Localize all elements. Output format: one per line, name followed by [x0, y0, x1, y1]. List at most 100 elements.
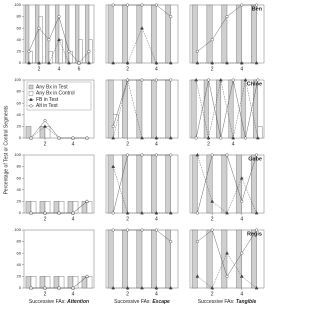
test-bar — [251, 229, 257, 289]
test-bar — [203, 79, 209, 139]
test-bar — [206, 4, 213, 64]
fb-marker — [218, 77, 223, 82]
alt-marker — [29, 136, 33, 140]
fb-marker — [206, 135, 211, 140]
test-bar — [85, 4, 90, 64]
panel: 2 4 Regis Successive FAs: Tangible — [189, 228, 265, 305]
x-tick-label: 2 — [126, 216, 129, 222]
test-bar — [191, 79, 197, 139]
alt-marker — [85, 199, 89, 203]
fb-marker — [47, 60, 51, 65]
y-tick-label: 40 — [17, 187, 22, 192]
y-tick-label: 40 — [17, 112, 22, 117]
test-bar — [236, 4, 243, 64]
fb-marker — [243, 77, 248, 82]
fb-marker — [254, 60, 259, 65]
test-bar — [25, 276, 32, 289]
x-tick-label: 2 — [126, 141, 129, 147]
y-tick-label: 0 — [19, 60, 22, 65]
fb-line — [113, 79, 171, 139]
fb-marker — [210, 285, 215, 290]
alt-marker — [169, 153, 173, 157]
y-tick-label: 60 — [17, 175, 22, 180]
control-bar — [30, 201, 37, 214]
alt-marker — [169, 15, 173, 19]
test-bar — [191, 4, 198, 64]
control-bar — [48, 51, 53, 64]
fb-marker — [195, 152, 200, 157]
panel-title: Regis — [247, 231, 262, 237]
test-bar — [221, 154, 228, 214]
alt-marker — [206, 78, 210, 82]
y-tick-label: 80 — [17, 14, 22, 19]
alt-marker — [57, 15, 61, 19]
x-tick-label: 2 — [211, 291, 214, 297]
alt-marker — [67, 49, 71, 53]
fb-marker — [231, 135, 236, 140]
alt-marker — [140, 228, 144, 232]
alt-marker — [37, 26, 41, 30]
x-tick-label: 4 — [240, 291, 243, 297]
alt-marker — [43, 286, 47, 290]
alt-marker — [219, 136, 223, 140]
control-bar — [58, 39, 63, 64]
x-axis-label-text: Successive FAs: — [198, 299, 235, 305]
alt-marker — [256, 78, 260, 82]
y-tick-label: 20 — [17, 123, 22, 128]
alt-marker — [210, 38, 214, 42]
legend-marker — [29, 104, 33, 108]
x-tick-label: 4 — [155, 66, 158, 72]
y-tick-label: 0 — [19, 210, 22, 215]
x-tick-label: 2 — [44, 216, 47, 222]
fb-marker — [168, 210, 173, 215]
x-tick-label: 2 — [38, 66, 41, 72]
alt-marker — [195, 49, 199, 53]
test-bar — [151, 79, 157, 139]
fb-marker — [195, 274, 200, 278]
test-bar — [55, 4, 60, 64]
fb-marker — [225, 251, 229, 255]
fb-marker — [154, 135, 159, 140]
alt-line — [30, 120, 87, 139]
fb-marker — [111, 164, 116, 168]
alt-marker — [210, 153, 214, 157]
alt-marker — [126, 153, 130, 157]
x-tick-label: 2 — [44, 141, 47, 147]
x-axis-label-emphasis: Tangible — [236, 299, 257, 305]
control-bar — [257, 126, 263, 139]
test-bar — [151, 229, 157, 289]
control-bar — [44, 201, 51, 214]
y-tick-label: 60 — [17, 250, 22, 255]
test-bar — [45, 4, 50, 64]
alt-marker — [243, 136, 247, 140]
test-bar — [165, 4, 171, 64]
y-tick-label: 100 — [14, 77, 21, 82]
legend-swatch — [28, 91, 34, 96]
alt-marker — [140, 3, 144, 7]
fb-marker — [140, 135, 144, 140]
test-bar — [136, 229, 143, 289]
x-tick-label: 4 — [58, 66, 61, 72]
y-tick-label: 80 — [17, 239, 22, 244]
x-tick-label: 4 — [155, 141, 158, 147]
test-bar — [107, 154, 114, 214]
alt-marker — [240, 251, 244, 255]
figure: Percentage of Test or Control Segments 0… — [3, 2, 265, 305]
y-tick-label: 0 — [19, 285, 22, 290]
alt-marker — [27, 49, 31, 53]
fb-marker — [239, 274, 244, 278]
fb-marker — [125, 285, 130, 290]
alt-marker — [154, 228, 158, 232]
test-bar — [221, 4, 228, 64]
control-bar — [58, 201, 65, 214]
alt-marker — [231, 78, 235, 82]
panel: 0 20 40 60 80 100 2 4 — [14, 77, 95, 147]
test-bar — [122, 79, 128, 139]
test-bar — [151, 154, 157, 214]
alt-marker — [111, 211, 115, 215]
y-tick-label: 20 — [17, 273, 22, 278]
alt-marker — [47, 38, 51, 42]
y-axis-label: Percentage of Test or Control Segments — [3, 105, 9, 194]
x-tick-label: 4 — [72, 291, 75, 297]
